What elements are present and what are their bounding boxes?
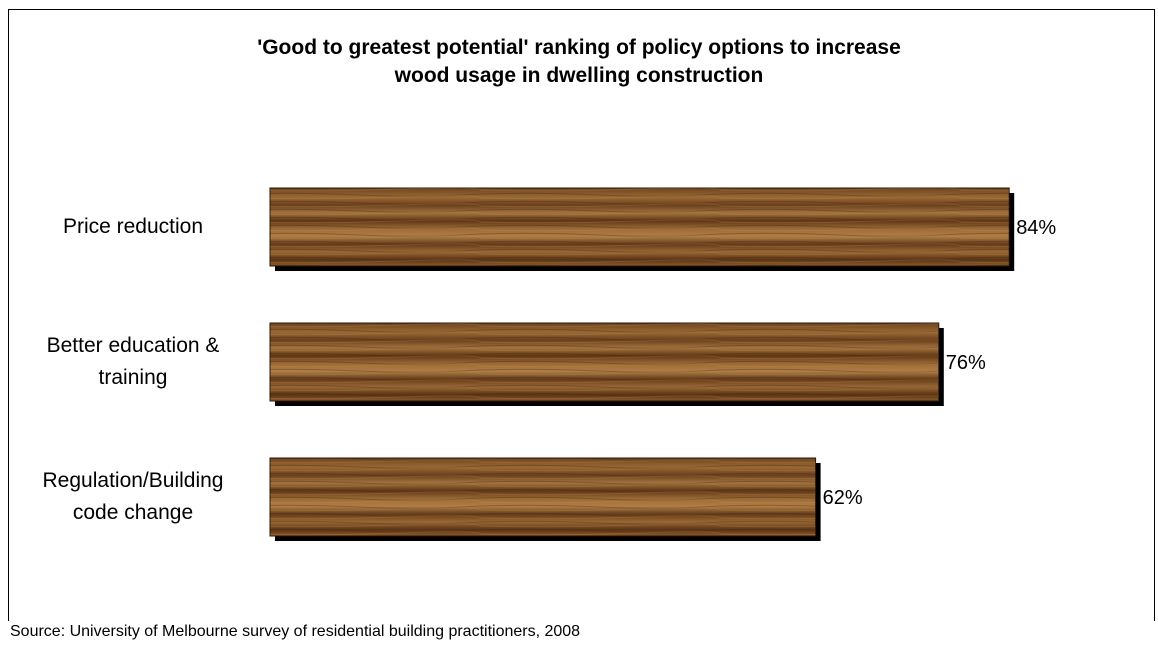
- category-label-line: code change: [72, 501, 194, 524]
- bar-grain: [270, 323, 939, 401]
- category-label-line: Price reduction: [62, 215, 204, 238]
- category-label: Regulation/Building code change: [8, 465, 258, 529]
- category-label-line: training: [98, 366, 168, 389]
- bar-grain: [270, 458, 816, 536]
- category-label: Price reduction: [8, 211, 258, 243]
- chart-title: 'Good to greatest potential' ranking of …: [0, 34, 1158, 90]
- category-label-line: Regulation/Building: [42, 469, 224, 492]
- chart-title-line-2: wood usage in dwelling construction: [394, 64, 764, 87]
- source-note: Source: University of Melbourne survey o…: [10, 623, 581, 640]
- data-label: 84%: [1016, 217, 1056, 239]
- data-label: 62%: [823, 487, 863, 509]
- bar-grain: [270, 188, 1010, 266]
- data-label: 76%: [946, 352, 986, 374]
- category-label-line: Better education &: [46, 334, 220, 357]
- category-label: Better education & training: [8, 330, 258, 394]
- chart-title-line-1: 'Good to greatest potential' ranking of …: [257, 36, 901, 59]
